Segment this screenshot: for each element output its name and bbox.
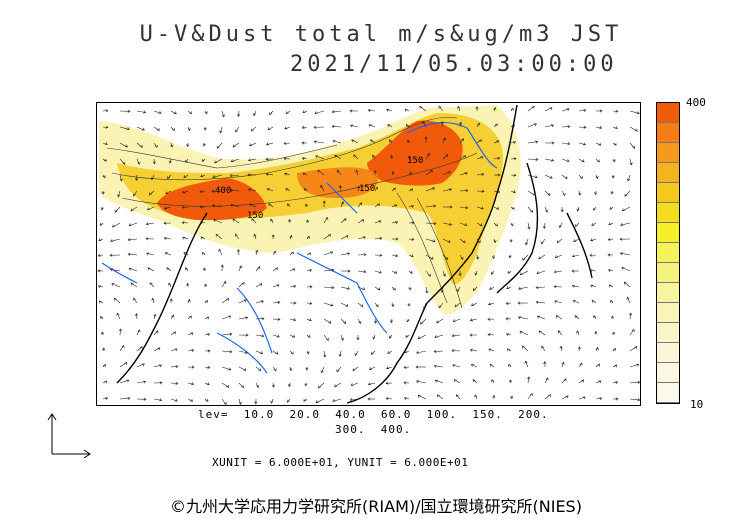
colorbar-segment (657, 303, 679, 323)
wind-vectors (97, 105, 640, 405)
forecast-datetime: 2021/11/05.03:00:00 (290, 52, 618, 77)
colorbar-segment (657, 103, 679, 123)
colorbar-segment (657, 283, 679, 303)
coastlines (116, 104, 593, 404)
colorbar-segment (657, 183, 679, 203)
dust-high-left (157, 178, 267, 221)
colorbar-segment (657, 363, 679, 383)
colorbar (656, 102, 680, 404)
map-title: U-V&Dust total m/s&ug/m3 JST (139, 22, 623, 47)
colorbar-segment (657, 383, 679, 403)
colorbar-min-label: 10 (690, 398, 704, 411)
colorbar-segment (657, 123, 679, 143)
level-legend-line1: lev= 10.0 20.0 40.0 60.0 100. 150. 200. (198, 408, 549, 421)
axis-indicator-icon (47, 413, 91, 458)
colorbar-segment (657, 343, 679, 363)
map-canvas: 150 150 400 150 (97, 104, 640, 405)
level-legend-line2: 300. 400. (335, 423, 412, 436)
colorbar-max-label: 400 (686, 96, 706, 109)
copyright-notice: ©九州大学応用力学研究所(RIAM)/国立環境研究所(NIES) (170, 497, 582, 516)
contour-label: 150 (407, 156, 423, 166)
colorbar-segment (657, 223, 679, 243)
colorbar-segment (657, 323, 679, 343)
dust-wind-map: 150 150 400 150 (96, 102, 641, 406)
colorbar-segment (657, 263, 679, 283)
dust-shading (99, 105, 521, 315)
colorbar-segment (657, 243, 679, 263)
dust-high-right (367, 120, 463, 186)
colorbar-segment (657, 143, 679, 163)
contour-label: 150 (247, 211, 263, 221)
unit-legend: XUNIT = 6.000E+01, YUNIT = 6.000E+01 (212, 456, 469, 469)
contour-label: 400 (215, 186, 231, 196)
contour-lines (106, 117, 478, 309)
contour-label: 150 (359, 184, 375, 194)
colorbar-segment (657, 163, 679, 183)
colorbar-segment (657, 203, 679, 223)
